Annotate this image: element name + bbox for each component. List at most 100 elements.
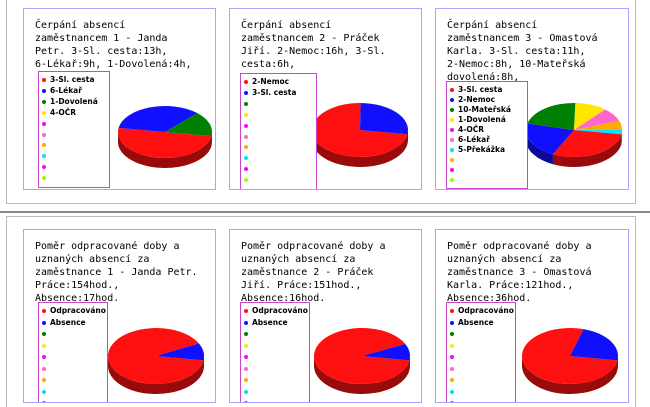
legend-label: 3-Sl. cesta — [252, 87, 297, 97]
pie-slice-side-2 — [407, 130, 408, 145]
pie-slice-2 — [118, 106, 198, 132]
legend-dot-icon — [450, 178, 454, 182]
pie-chart — [108, 328, 204, 395]
chart-title: Čerpání absencí zaměstnancem 2 - Práček … — [241, 20, 386, 70]
top-report-frame — [6, 0, 636, 204]
legend-label: Odpracováno — [50, 306, 106, 315]
chart-title: Poměr odpracované doby a uznaných absenc… — [35, 241, 198, 304]
legend-item: Absence — [244, 318, 288, 328]
pie-chart — [526, 103, 622, 167]
pie-slice-side-1 — [108, 356, 204, 395]
legend-item — [42, 375, 50, 385]
legend-label: 2-Nemoc — [458, 95, 496, 104]
legend-item — [42, 162, 50, 172]
legend-dot-icon — [450, 366, 454, 371]
pie-slice-1 — [108, 328, 204, 384]
legend-dot-icon — [244, 378, 248, 383]
chart-panel-1: Čerpání absencí zaměstnancem 1 - Janda P… — [23, 8, 216, 190]
legend-item — [450, 165, 458, 175]
legend-item — [244, 99, 252, 109]
legend-item — [42, 341, 50, 351]
legend-item — [244, 164, 252, 174]
legend-label: 1-Dovolená — [50, 96, 98, 106]
legend-item — [450, 329, 458, 339]
pie-chart — [118, 106, 212, 169]
legend-dot-icon — [244, 145, 248, 150]
pie-slice-3 — [165, 113, 212, 137]
legend-item — [42, 364, 50, 374]
chart-panel-4: Poměr odpracované doby a uznaných absenc… — [23, 229, 216, 403]
pie-slice-side-2 — [409, 356, 410, 371]
chart-panel-3: Čerpání absencí zaměstnancem 3 - Omastov… — [435, 8, 629, 190]
legend-item — [244, 329, 252, 339]
legend-dot-icon — [450, 108, 454, 112]
legend-dot-icon — [42, 401, 46, 402]
legend-dot-icon — [42, 332, 46, 337]
pie-slice-side-1 — [312, 130, 408, 168]
legend-dot-icon — [450, 168, 454, 172]
legend-item: 1-Dovolená — [450, 115, 506, 125]
legend-item — [42, 387, 50, 397]
legend-label: Odpracováno — [458, 306, 514, 315]
legend-dot-icon — [450, 401, 454, 402]
legend-label: Absence — [458, 317, 494, 327]
chart-title: Čerpání absencí zaměstnancem 3 - Omastov… — [447, 20, 598, 83]
legend-item: 2-Nemoc — [450, 95, 495, 105]
pie-slice-1 — [312, 103, 408, 157]
legend-dot-icon — [244, 101, 248, 106]
pie-slice-2 — [570, 329, 618, 361]
legend-dot-icon — [244, 320, 248, 325]
chart-legend: Odpracováno Absence — [446, 302, 516, 402]
legend-dot-icon — [450, 88, 454, 92]
legend-item — [244, 364, 252, 374]
legend-dot-icon — [244, 332, 248, 337]
legend-item — [244, 132, 252, 142]
bottom-report-frame — [6, 216, 636, 407]
legend-item — [450, 175, 458, 185]
legend-item — [42, 140, 50, 150]
legend-item — [450, 387, 458, 397]
pie-slice-side-1 — [118, 132, 212, 169]
legend-dot-icon — [42, 154, 46, 159]
legend-item — [244, 341, 252, 351]
pie-slice-side-1 — [522, 356, 618, 394]
legend-label: 6-Lékař — [50, 85, 82, 95]
chart-title: Čerpání absencí zaměstnancem 1 - Janda P… — [35, 20, 192, 70]
legend-item: 4-OČR — [450, 125, 484, 135]
legend-dot-icon — [42, 343, 46, 348]
legend-item: Absence — [450, 318, 494, 328]
legend-dot-icon — [42, 355, 46, 360]
legend-dot-icon — [244, 401, 248, 402]
pie-slice-side-2 — [617, 356, 618, 371]
legend-label: 1-Dovolená — [458, 115, 506, 124]
legend-item: Odpracováno — [450, 306, 514, 316]
legend-item: 10-Mateřská — [450, 105, 511, 115]
legend-dot-icon — [450, 332, 454, 337]
legend-dot-icon — [42, 366, 46, 371]
legend-dot-icon — [450, 138, 454, 142]
legend-item: Odpracováno — [42, 306, 106, 316]
legend-item — [450, 155, 458, 165]
legend-item: 2-Nemoc — [244, 77, 289, 87]
legend-label: 2-Nemoc — [252, 77, 290, 86]
legend-item: 4-OČR — [42, 108, 76, 118]
legend-dot-icon — [42, 99, 46, 104]
legend-dot-icon — [450, 148, 454, 152]
legend-item: 6-Lékař — [450, 135, 490, 145]
chart-panel-2: Čerpání absencí zaměstnancem 2 - Práček … — [229, 8, 422, 190]
legend-dot-icon — [42, 78, 46, 82]
legend-dot-icon — [244, 90, 248, 95]
legend-item — [244, 153, 252, 163]
legend-dot-icon — [244, 167, 248, 172]
legend-item — [450, 364, 458, 374]
legend-dot-icon — [42, 165, 46, 170]
legend-label: Absence — [252, 317, 288, 327]
pie-slice-2 — [526, 123, 574, 155]
pie-slice-1 — [118, 127, 212, 158]
legend-label: 3-Sl. cesta — [50, 75, 95, 84]
pie-slice-side-1 — [552, 134, 622, 167]
legend-dot-icon — [244, 366, 248, 371]
pie-slice-7 — [574, 129, 622, 135]
pie-slice-2 — [156, 343, 204, 361]
legend-label: 3-Sl. cesta — [458, 85, 503, 94]
